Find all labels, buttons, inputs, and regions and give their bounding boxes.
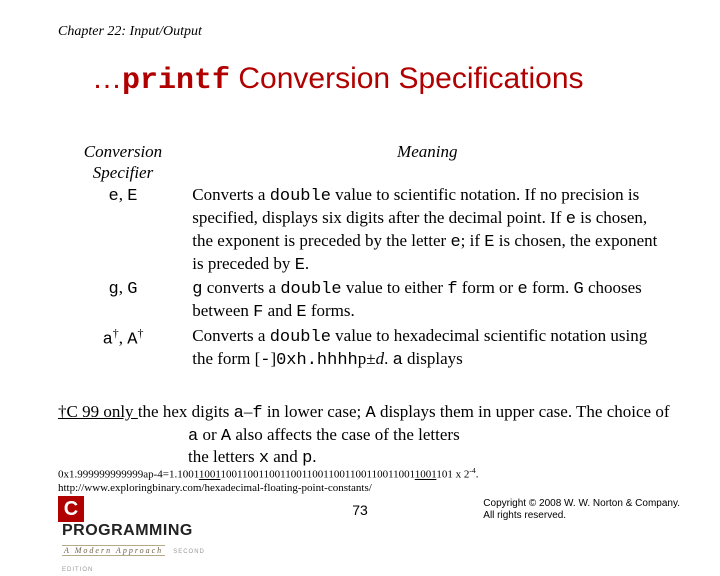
title-code: printf <box>122 64 230 98</box>
hex-example: 0x1.999999999999ap-4=1.10011001100110011… <box>58 466 680 496</box>
footer: C PROGRAMMING A Modern Approach SECOND E… <box>0 494 720 530</box>
slide-title: …printf Conversion Specifications <box>92 62 584 98</box>
chapter-header: Chapter 22: Input/Output <box>58 24 202 40</box>
book-logo: C PROGRAMMING A Modern Approach SECOND E… <box>58 496 238 530</box>
reference-url: http://www.exploringbinary.com/hexadecim… <box>58 482 372 494</box>
meaning-cell: Converts a double value to hexadecimal s… <box>192 326 662 371</box>
col-header-specifier: Conversion Specifier <box>58 142 188 183</box>
table-row: e, E Converts a double value to scientif… <box>58 185 680 276</box>
logo-title: PROGRAMMING <box>62 522 238 540</box>
specifier-cell: e, E <box>58 185 188 208</box>
copyright: Copyright © 2008 W. W. Norton & Company.… <box>483 498 680 522</box>
conversion-table: Conversion Specifier Meaning e, E Conver… <box>58 140 680 371</box>
footnote-c99: †C 99 only the hex digits a–f in lower c… <box>58 402 680 470</box>
logo-subtitle: A Modern Approach <box>62 545 165 556</box>
meaning-cell: Converts a double value to scientific no… <box>192 185 662 276</box>
meaning-cell: g converts a double value to either f fo… <box>192 278 662 323</box>
page-number: 73 <box>352 502 368 518</box>
title-prefix: … <box>92 62 122 95</box>
table-row: a†, A† Converts a double value to hexade… <box>58 326 680 371</box>
specifier-cell: a†, A† <box>58 326 188 351</box>
logo-c-icon: C <box>58 496 84 522</box>
col-header-meaning: Meaning <box>192 142 662 163</box>
table-row: g, G g converts a double value to either… <box>58 278 680 323</box>
specifier-cell: g, G <box>58 278 188 301</box>
title-rest: Conversion Specifications <box>230 62 584 95</box>
